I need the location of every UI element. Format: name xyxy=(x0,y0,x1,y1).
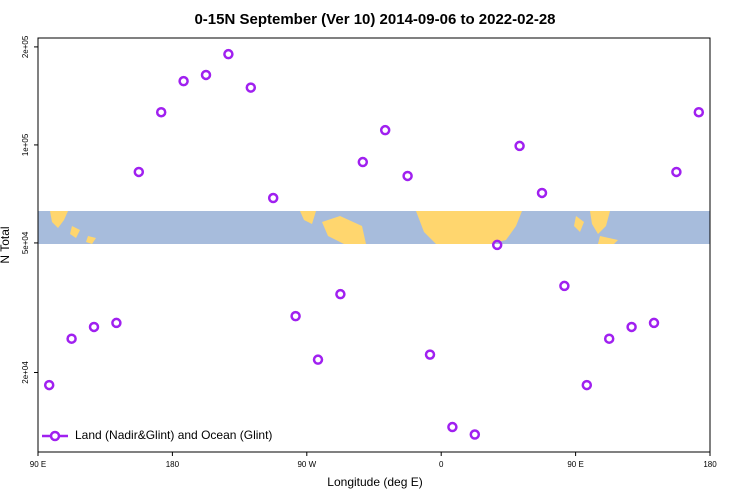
map-land xyxy=(574,216,584,232)
point xyxy=(626,321,637,333)
y-tick-label: 1e+05 xyxy=(21,133,30,156)
map-land xyxy=(598,236,618,244)
map-band xyxy=(38,211,710,244)
point xyxy=(111,317,122,329)
point xyxy=(178,75,189,87)
point xyxy=(88,321,100,333)
point xyxy=(559,280,570,292)
point xyxy=(447,421,458,433)
map-land xyxy=(86,236,96,244)
point xyxy=(514,140,525,152)
x-tick-label: 90 E xyxy=(567,460,583,469)
legend-marker xyxy=(49,430,61,442)
point xyxy=(581,379,593,391)
point xyxy=(536,187,548,199)
x-tick-label: 90 E xyxy=(30,460,46,469)
point xyxy=(312,354,324,365)
point xyxy=(491,239,503,251)
point xyxy=(671,166,682,178)
point xyxy=(603,333,615,344)
point xyxy=(379,124,391,136)
map-land xyxy=(50,211,68,228)
point xyxy=(66,333,77,344)
map-land xyxy=(416,211,522,244)
chart-title: 0-15N September (Ver 10) 2014-09-06 to 2… xyxy=(194,11,555,28)
x-tick-label: 180 xyxy=(166,460,180,469)
point xyxy=(155,106,167,118)
point xyxy=(133,166,145,178)
map-land xyxy=(590,211,610,234)
point xyxy=(402,170,413,182)
point xyxy=(223,48,234,60)
map-land xyxy=(300,211,316,224)
y-tick-label: 5e+04 xyxy=(21,231,30,254)
y-axis-label: N Total xyxy=(0,226,12,263)
point xyxy=(200,69,212,81)
point xyxy=(245,82,257,93)
x-tick-label: 0 xyxy=(439,460,444,469)
point xyxy=(424,349,436,360)
point xyxy=(335,288,346,300)
point xyxy=(290,310,301,322)
map-land xyxy=(322,216,366,244)
point xyxy=(357,156,369,168)
point xyxy=(469,429,481,440)
plot-frame xyxy=(37,37,711,453)
y-tick-label: 2e+05 xyxy=(21,35,30,58)
point xyxy=(693,106,705,118)
point xyxy=(267,192,279,204)
legend-label: Land (Nadir&Glint) and Ocean (Glint) xyxy=(75,428,272,442)
point xyxy=(43,379,55,391)
x-tick-label: 180 xyxy=(703,460,717,469)
map-land xyxy=(70,226,80,238)
y-tick-label: 2e+04 xyxy=(21,361,30,384)
x-axis-label: Longitude (deg E) xyxy=(327,475,422,489)
x-tick-label: 90 W xyxy=(297,460,316,469)
point xyxy=(648,317,660,329)
